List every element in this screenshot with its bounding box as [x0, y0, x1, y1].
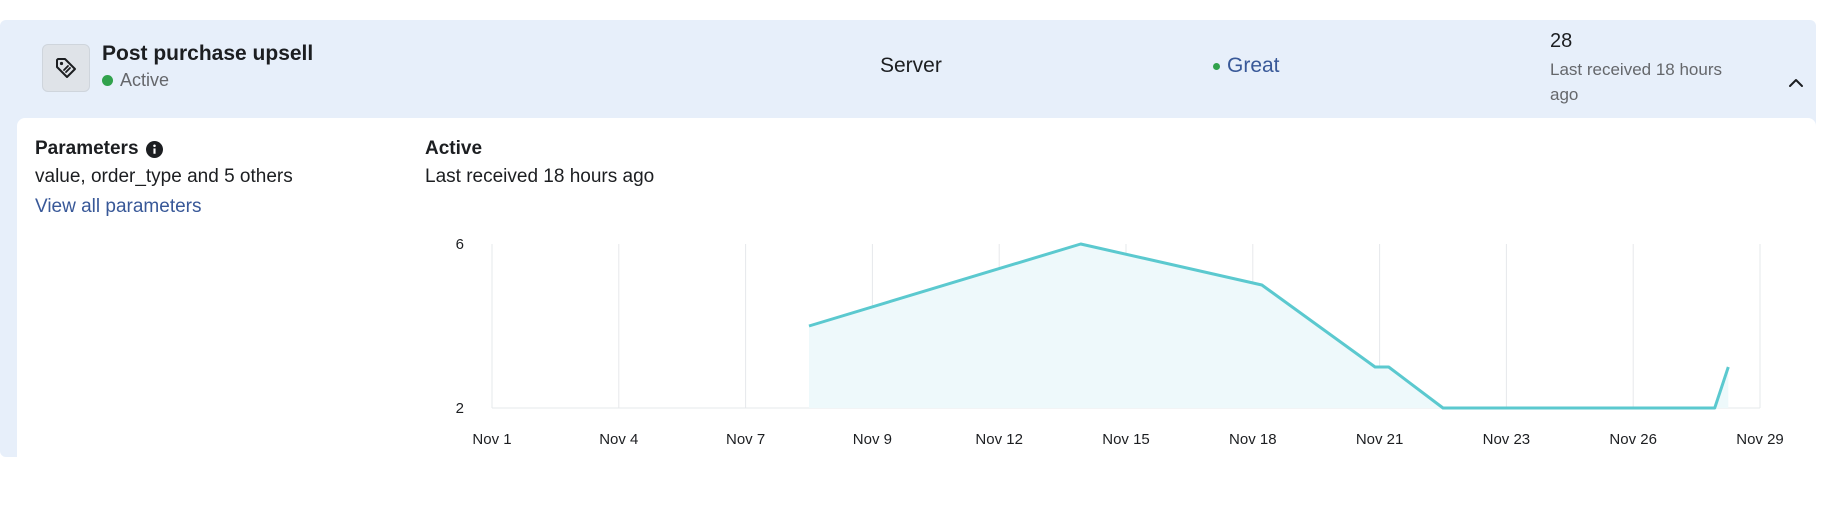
info-icon[interactable]: [145, 140, 163, 158]
activity-chart: Nov 1 Nov 4 Nov 7 Nov 9 Nov 12 Nov 15 Nov 18 No…: [456, 236, 1784, 448]
event-match-quality[interactable]: Great: [1213, 54, 1280, 78]
event-name: Post purchase upsell: [102, 42, 314, 65]
chart-title: Active: [425, 138, 483, 159]
event-card: Post purchase upsell Active Server Great…: [0, 20, 1816, 457]
connection-method: Server: [880, 54, 942, 77]
x-tick-label: Nov 4: [599, 431, 638, 448]
x-tick-label: Nov 15: [1102, 431, 1150, 448]
event-status: Active: [102, 70, 169, 91]
series-line: [808, 242, 1730, 410]
parameters-title: Parameters: [35, 138, 139, 159]
x-tick-label: Nov 1: [472, 431, 511, 448]
parameters-heading: Parameters: [35, 138, 163, 160]
x-tick-label: Nov 21: [1356, 431, 1404, 448]
quality-dot-icon: [1213, 62, 1220, 70]
x-tick-label: Nov 23: [1483, 431, 1531, 448]
parameters-summary: value, order_type and 5 others: [35, 166, 293, 187]
series-area: [809, 244, 1729, 408]
x-tick-label: Nov 12: [975, 431, 1023, 448]
view-all-parameters-link[interactable]: View all parameters: [35, 196, 202, 217]
y-tick-label: 2: [456, 400, 464, 417]
event-status-label: Active: [120, 70, 170, 90]
x-tick-label: Nov 26: [1609, 431, 1657, 448]
chart-subtitle: Last received 18 hours ago: [425, 166, 655, 187]
x-tick-label: Nov 7: [726, 431, 765, 448]
x-tick-label: Nov 9: [853, 431, 892, 448]
tag-icon: [56, 58, 76, 78]
event-row-header[interactable]: Post purchase upsell Active Server Great…: [0, 20, 1816, 118]
status-dot-icon: [102, 75, 113, 86]
last-received-text: Last received 18 hours ago: [1550, 60, 1722, 104]
chevron-up-icon[interactable]: [1788, 75, 1804, 91]
quality-label[interactable]: Great: [1227, 54, 1280, 77]
event-details-panel: Parameters value, order_type and 5 other…: [17, 118, 1816, 457]
x-tick-label: Nov 18: [1229, 431, 1277, 448]
event-icon-box: [42, 44, 90, 92]
event-count: 28: [1550, 30, 1573, 52]
y-tick-label: 6: [456, 236, 464, 253]
x-tick-label: Nov 29: [1736, 431, 1784, 448]
